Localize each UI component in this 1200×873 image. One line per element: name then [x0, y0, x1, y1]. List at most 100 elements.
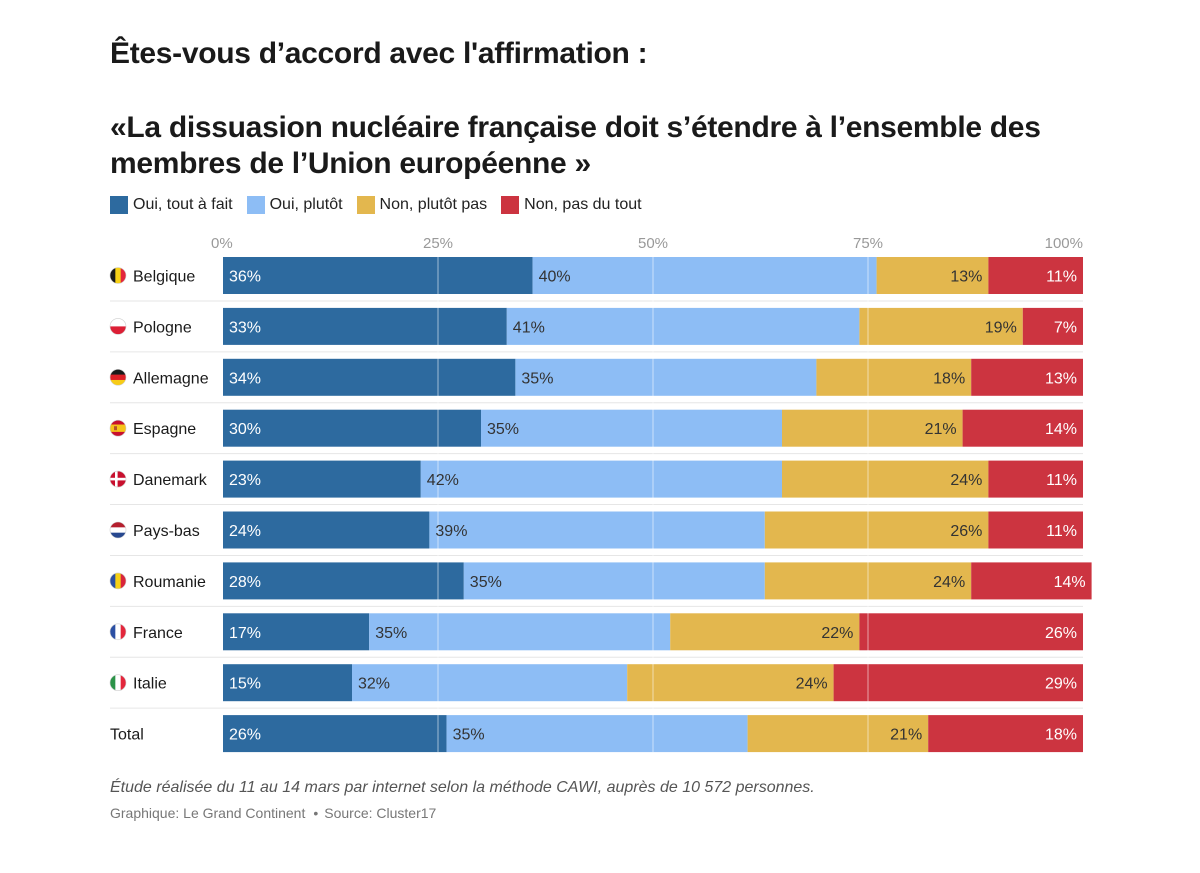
flag-fr-icon	[110, 623, 126, 640]
flag-es-icon	[110, 420, 126, 437]
flag-outline	[109, 470, 127, 488]
flag-outline	[109, 521, 127, 539]
bar-value-labels: 36% 40% 13% 11% 33% 41% 19% 7% 34% 35% 18% 13% 30% 35…	[229, 269, 1086, 744]
flag-stripe	[115, 623, 121, 640]
flag-emblem	[114, 426, 117, 431]
bar-segment	[223, 257, 533, 294]
x-axis-ticks: 0% 25% 50% 75% 100%	[211, 235, 1083, 252]
bar-segment	[223, 613, 370, 651]
flag-stripe	[110, 379, 126, 386]
flag-stripe	[115, 572, 121, 589]
category-label: Roumanie	[133, 574, 206, 591]
bar-value-label: 26%	[229, 727, 261, 744]
flag-outline	[109, 267, 127, 284]
flag-outline	[109, 623, 127, 641]
bar-value-label: 36%	[229, 269, 261, 286]
legend-label: Oui, tout à fait	[133, 196, 233, 213]
bar-segment	[369, 613, 671, 651]
bar-value-label: 18%	[933, 370, 965, 387]
footnote: Étude réalisée du 11 au 14 mars par inte…	[110, 779, 815, 796]
bar-segment	[988, 511, 1083, 549]
bar-value-label: 21%	[925, 421, 957, 438]
flag-dk-icon	[110, 471, 126, 488]
category-label: Total	[110, 727, 144, 744]
bar-segment	[223, 664, 352, 702]
flag-be-icon	[110, 267, 126, 284]
bar-value-label: 41%	[513, 319, 545, 336]
bar-segment	[420, 460, 782, 498]
flag-it-icon	[110, 674, 126, 691]
chart-title: Êtes-vous d’accord avec l'affirmation :	[110, 37, 648, 70]
flag-stripe	[115, 674, 121, 691]
legend-item: Oui, plutôt	[246, 196, 343, 214]
bar-value-label: 22%	[821, 625, 853, 642]
flag-stripe	[120, 572, 126, 589]
bar-value-label: 11%	[1046, 472, 1077, 489]
bar-segment	[971, 562, 1092, 600]
x-tick-label: 50%	[638, 235, 668, 252]
flag-stripe	[110, 674, 116, 691]
flag-outline	[109, 318, 127, 335]
bar-segment	[429, 511, 765, 549]
bar-segment	[223, 562, 464, 600]
flag-outline	[109, 572, 127, 590]
bar-value-label: 30%	[229, 421, 261, 438]
bar-segment	[670, 613, 860, 651]
bar-segment	[627, 664, 834, 702]
bar-value-label: 23%	[229, 472, 261, 489]
bar-segment	[747, 715, 929, 753]
category-label: Pays-bas	[133, 523, 200, 540]
bar-value-label: 34%	[229, 370, 261, 387]
bar-segment	[876, 257, 989, 294]
legend: Oui, tout à fait Oui, plutôt Non, plutôt p…	[110, 194, 642, 216]
flag-stripe	[110, 522, 126, 528]
bar-value-label: 35%	[487, 421, 519, 438]
bar-segment	[859, 307, 1023, 345]
bar-value-label: 14%	[1045, 421, 1077, 438]
bar-value-label: 26%	[1045, 625, 1077, 642]
flag-stripe	[110, 369, 126, 375]
category-label: France	[133, 625, 183, 642]
bar-value-label: 35%	[453, 727, 485, 744]
legend-swatch	[246, 196, 265, 214]
source-credit: Source: Cluster17	[324, 805, 437, 821]
bar-value-label: 7%	[1054, 319, 1077, 336]
bar-segment	[988, 257, 1083, 294]
flag-de-icon	[110, 369, 126, 386]
category-label: Allemagne	[133, 370, 209, 387]
bar-segment	[446, 715, 748, 753]
flag-stripe	[110, 572, 116, 589]
x-tick-label: 75%	[853, 235, 883, 252]
category-label: Pologne	[133, 319, 192, 336]
row-separators	[110, 300, 1083, 709]
flag-nl-icon	[110, 522, 126, 538]
bar-segment	[481, 409, 782, 447]
bar-segment	[859, 613, 1083, 651]
gridlines	[437, 255, 869, 753]
bar-value-label: 24%	[950, 472, 982, 489]
bar-segment	[988, 460, 1083, 498]
legend-swatch	[356, 196, 375, 214]
bars	[223, 257, 1092, 753]
bar-value-label: 14%	[1054, 574, 1086, 591]
bar-segment	[833, 664, 1083, 702]
x-tick-label: 0%	[211, 235, 233, 252]
credit-line: Graphique: Le Grand Continent • Source: Cl…	[110, 805, 437, 821]
bar-value-label: 19%	[985, 319, 1017, 336]
legend-swatch	[110, 196, 128, 214]
bar-value-label: 35%	[521, 370, 553, 387]
bar-value-label: 29%	[1045, 676, 1077, 693]
bar-value-label: 13%	[1045, 370, 1077, 387]
flag-stripe	[110, 318, 126, 327]
flag-outline	[109, 674, 127, 692]
bar-value-label: 26%	[950, 523, 982, 540]
flag-stripe	[110, 623, 116, 640]
legend-item: Non, plutôt pas	[356, 196, 487, 214]
bar-value-label: 28%	[229, 574, 261, 591]
bar-value-label: 33%	[229, 319, 261, 336]
flag-stripe	[110, 527, 126, 533]
bar-value-label: 35%	[375, 625, 407, 642]
bar-segment	[515, 358, 817, 396]
